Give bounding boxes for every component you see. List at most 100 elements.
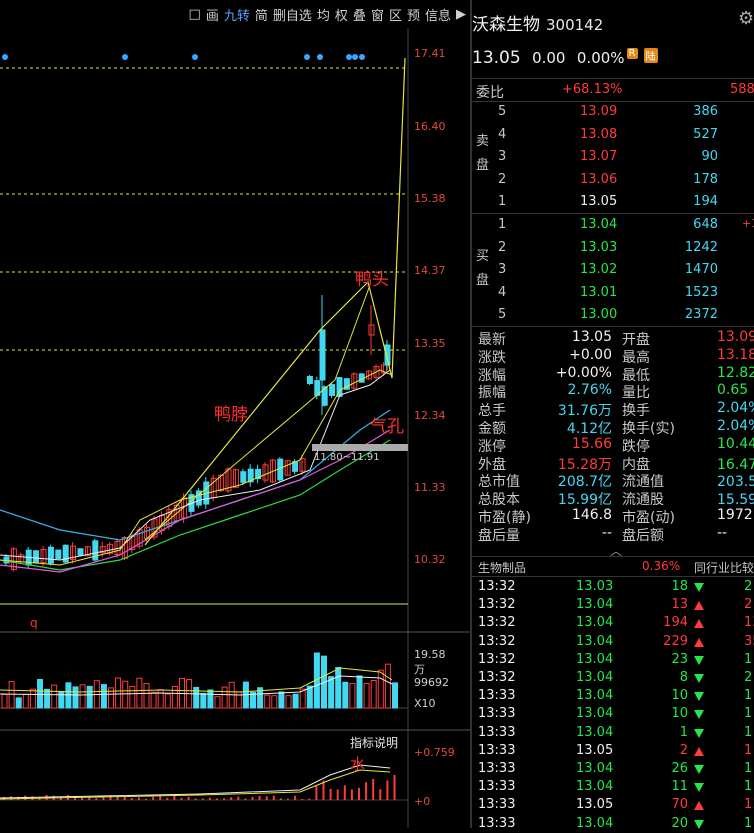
tick-time: 13:32 — [478, 579, 516, 594]
toolbar-item[interactable]: 预 — [406, 8, 420, 24]
indicator-line — [0, 764, 391, 799]
tick-price: 13.05 — [576, 742, 614, 758]
toolbar-item[interactable]: 信息 — [424, 8, 451, 24]
stat-label: 换手(实) — [622, 421, 675, 437]
order-volume: 178 — [693, 171, 718, 187]
tick-row: 13:33 13.04 10 1 — [472, 705, 754, 723]
tick-extra: 1 — [744, 779, 753, 795]
volume-bar — [115, 677, 122, 709]
weibi-value: +68.13% — [562, 82, 623, 97]
down-arrow-icon — [694, 819, 704, 829]
toolbar-item[interactable]: □ — [188, 6, 201, 22]
candle-body — [195, 490, 202, 506]
indicator-bar — [81, 797, 84, 800]
sell-order-row[interactable]: 1 13.05 194 — [472, 192, 754, 214]
chart-toolbar: □ 画九转简删自选均权叠窗区预信息 ▶ — [0, 0, 470, 28]
candle-body — [306, 375, 313, 385]
toolbar-item[interactable]: 均 — [316, 8, 330, 24]
stat-value: +0.00 — [569, 346, 612, 363]
toolbar-item[interactable]: 九转 — [223, 8, 250, 24]
stat-label: 市盈(静) — [478, 510, 531, 526]
order-level: 3 — [498, 262, 507, 277]
candle-body — [269, 459, 276, 483]
tick-extra: 1 — [744, 706, 753, 722]
tick-volume: 18 — [671, 579, 688, 594]
volume-bar — [122, 680, 129, 709]
toolbar-item[interactable]: ▶ — [456, 6, 466, 22]
tick-extra: 2 — [744, 670, 753, 685]
order-level: 4 — [498, 126, 507, 142]
toolbar-item[interactable]: 画 — [205, 8, 219, 24]
down-arrow-icon — [694, 583, 704, 592]
stat-value: 15.66 — [571, 435, 612, 452]
order-price: 13.02 — [580, 262, 618, 277]
tick-volume: 194 — [663, 615, 688, 631]
kline-chart-canvas[interactable] — [0, 0, 470, 828]
tick-row: 13:33 13.04 10 1 — [472, 687, 754, 705]
sell-order-row[interactable]: 4 13.08 527 — [472, 125, 754, 147]
sector-row[interactable]: 生物制品 0.36% 同行业比较 — [472, 558, 754, 576]
buy-order-row[interactable]: 2 13.03 1242 — [472, 238, 754, 260]
toolbar-item[interactable]: 删自选 — [272, 8, 312, 24]
stat-label: 最低 — [622, 367, 650, 384]
toolbar-item[interactable]: 叠 — [352, 8, 366, 24]
candle-body — [33, 550, 40, 564]
order-volume: 1523 — [684, 284, 718, 300]
stat-value: 10.44 — [717, 435, 754, 452]
order-volume: 1242 — [684, 239, 718, 255]
stat-label: 跌停 — [622, 438, 650, 455]
sell-order-row[interactable]: 3 13.07 90 — [472, 147, 754, 169]
volume-bar — [108, 687, 114, 709]
sector-compare-link[interactable]: 同行业比较 — [694, 561, 754, 575]
toolbar-item[interactable]: 简 — [254, 8, 268, 24]
sell-order-row[interactable]: 5 13.09 386 — [472, 102, 754, 124]
chart-annotation-range: 11.80~11.91 — [314, 452, 380, 463]
buy-order-row[interactable]: 4 13.01 1523 — [472, 283, 754, 305]
tick-row: 13:33 13.04 1 1 — [472, 724, 754, 742]
toolbar-item[interactable]: 权 — [334, 8, 348, 24]
chart-annotation-air-hole: 气孔 — [370, 417, 404, 437]
settings-gear-icon[interactable]: ⚙ — [738, 8, 754, 29]
indicator-bar — [159, 795, 162, 800]
candle-body — [107, 543, 114, 554]
tick-time: 13:32 — [478, 597, 516, 613]
indicator-bar — [130, 798, 133, 800]
tick-time: 13:33 — [478, 724, 516, 740]
tick-price: 13.04 — [576, 724, 614, 740]
order-volume: 90 — [701, 149, 718, 164]
indicator-bar — [272, 795, 275, 800]
toolbar-item[interactable]: 区 — [388, 8, 402, 24]
tick-price: 13.04 — [576, 651, 614, 667]
order-price: 13.06 — [580, 171, 618, 187]
order-volume: 2372 — [684, 307, 718, 322]
indicator-help-button[interactable]: 指标说明 — [350, 736, 399, 750]
volume-bar — [257, 687, 264, 709]
indicator-bar — [372, 778, 375, 800]
indicator-bar — [109, 795, 112, 800]
collapse-chevron-icon[interactable]: ︿ — [610, 544, 623, 558]
toolbar-item[interactable]: 窗 — [370, 8, 384, 24]
indicator-bar — [173, 795, 176, 800]
stat-value: 15.28万 — [557, 456, 612, 473]
volume-bar — [292, 693, 299, 709]
sell-order-row[interactable]: 2 13.06 178 — [472, 170, 754, 192]
buy-order-row[interactable]: 1 13.04 648 +1 — [472, 215, 754, 237]
order-level: 2 — [498, 239, 507, 255]
indicator-bar — [223, 798, 226, 800]
indicator-bar — [343, 785, 346, 800]
down-arrow-icon — [694, 692, 704, 702]
buy-order-row[interactable]: 5 13.00 2372 — [472, 305, 754, 327]
indicator-bar — [152, 796, 155, 800]
kline-chart-panel[interactable]: □ 画九转简删自选均权叠窗区预信息 ▶ 17.41 16.40 15.38 14.37 13… — [0, 0, 470, 828]
panel-divider — [470, 0, 472, 828]
volume-bar — [384, 663, 391, 709]
candle-body — [70, 545, 77, 560]
volume-tick-label: X10 — [414, 697, 436, 710]
stat-value: 1972 — [717, 507, 753, 523]
buy-order-row[interactable]: 3 13.02 1470 — [472, 260, 754, 282]
tick-price: 13.04 — [576, 597, 614, 613]
stat-label: 总手 — [478, 403, 506, 420]
r-badge: R — [626, 48, 638, 59]
trend-line — [144, 284, 371, 541]
last-price: 13.05 — [472, 48, 521, 68]
